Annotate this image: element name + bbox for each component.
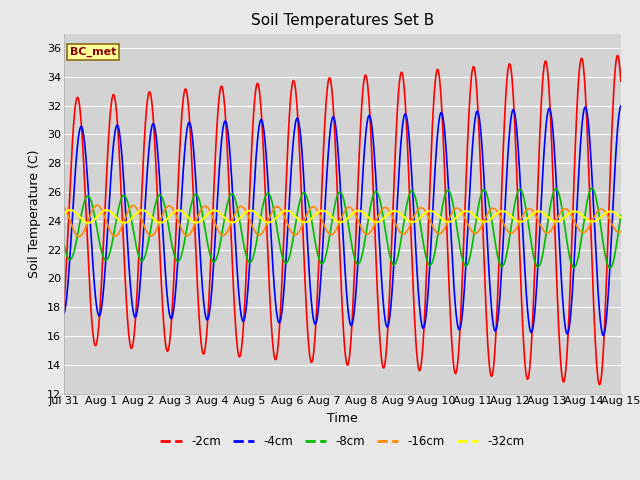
-4cm: [499, 252, 506, 258]
-2cm: [596, 382, 604, 388]
-16cm: [601, 209, 609, 215]
-4cm: [600, 333, 607, 338]
-8cm: [316, 259, 324, 264]
-8cm: [588, 185, 596, 191]
-2cm: [316, 231, 324, 237]
-4cm: [88, 254, 96, 260]
-8cm: [88, 203, 96, 208]
-32cm: [60, 211, 68, 216]
-32cm: [499, 208, 507, 214]
-2cm: [88, 325, 96, 331]
-2cm: [617, 78, 625, 84]
-4cm: [601, 329, 609, 335]
Line: -4cm: -4cm: [64, 106, 621, 336]
-16cm: [602, 209, 609, 215]
-4cm: [60, 311, 68, 316]
Y-axis label: Soil Temperature (C): Soil Temperature (C): [28, 149, 42, 278]
-8cm: [601, 251, 609, 256]
-32cm: [317, 208, 324, 214]
Title: Soil Temperatures Set B: Soil Temperatures Set B: [251, 13, 434, 28]
-8cm: [601, 249, 609, 255]
-4cm: [316, 288, 324, 293]
-16cm: [617, 229, 625, 235]
-16cm: [76, 234, 83, 240]
-16cm: [89, 207, 97, 213]
-8cm: [617, 212, 625, 218]
-32cm: [84, 220, 92, 226]
-8cm: [331, 203, 339, 208]
-8cm: [499, 264, 506, 269]
Line: -16cm: -16cm: [64, 205, 621, 237]
-2cm: [601, 315, 609, 321]
Line: -32cm: -32cm: [64, 210, 621, 223]
-2cm: [331, 131, 339, 136]
-16cm: [332, 228, 339, 234]
-8cm: [60, 242, 68, 248]
-4cm: [331, 118, 339, 123]
-2cm: [614, 53, 621, 59]
-2cm: [601, 322, 609, 327]
-16cm: [60, 204, 68, 210]
Text: BC_met: BC_met: [70, 47, 116, 58]
Legend: -2cm, -4cm, -8cm, -16cm, -32cm: -2cm, -4cm, -8cm, -16cm, -32cm: [156, 430, 529, 453]
-32cm: [67, 207, 74, 213]
-32cm: [601, 211, 609, 216]
-32cm: [89, 218, 97, 224]
-8cm: [606, 265, 614, 271]
-2cm: [60, 304, 68, 310]
-16cm: [93, 203, 101, 208]
Line: -2cm: -2cm: [64, 56, 621, 385]
-32cm: [602, 211, 609, 216]
-2cm: [499, 167, 506, 173]
-32cm: [617, 215, 625, 220]
-4cm: [601, 328, 609, 334]
X-axis label: Time: Time: [327, 412, 358, 425]
-32cm: [332, 217, 339, 223]
-4cm: [617, 103, 625, 109]
-16cm: [499, 219, 507, 225]
-16cm: [317, 214, 324, 220]
Line: -8cm: -8cm: [64, 188, 621, 268]
